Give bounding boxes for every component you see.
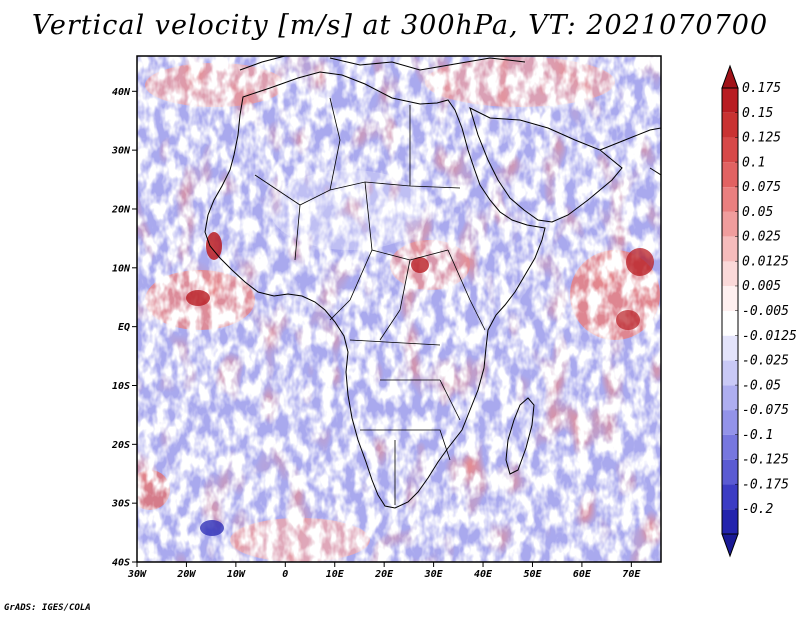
credit-text: GrADS: IGES/COLA xyxy=(4,603,91,613)
colorbar-label: -0.125 xyxy=(742,453,789,468)
europe-coastline xyxy=(239,56,526,71)
lon-tick-label: 40E xyxy=(474,569,493,580)
lat-tick-label: EQ xyxy=(118,322,130,333)
colorbar-swatch xyxy=(722,236,738,262)
border-line xyxy=(254,97,486,505)
lon-tick-label: 70E xyxy=(622,569,641,580)
coastlines xyxy=(204,56,661,509)
colorbar-swatch xyxy=(722,311,738,336)
colorbar-top-arrow xyxy=(721,64,739,89)
velocity-field xyxy=(137,56,661,562)
colorbar-swatch xyxy=(722,137,738,163)
colorbar-swatch xyxy=(722,385,738,411)
lon-tick-label: 30W xyxy=(127,569,147,580)
colorbar-swatch xyxy=(722,410,738,435)
colorbar-swatch xyxy=(722,261,738,287)
colorbar-bottom-arrow xyxy=(721,533,739,558)
lon-tick-label: 10W xyxy=(227,569,246,580)
latitude-axis: 40N 30N 20N 10N EQ 10S 20S 30S 40S xyxy=(111,87,137,569)
colorbar-swatch xyxy=(722,509,738,534)
colorbar-label: -0.025 xyxy=(742,354,789,369)
colorbar-label: 0.075 xyxy=(742,180,781,195)
lat-tick-label: 20N xyxy=(111,204,131,215)
field-texture-white xyxy=(137,56,661,562)
colorbar-swatch xyxy=(722,286,738,311)
colorbar-swatch xyxy=(722,434,738,460)
colorbar-label: -0.2 xyxy=(742,502,773,517)
colorbar-label: 0.025 xyxy=(742,230,781,245)
field-core xyxy=(186,290,210,306)
colorbar-swatch xyxy=(722,187,738,212)
india-coastline xyxy=(649,167,661,176)
iran-coastline xyxy=(599,127,661,151)
colorbar-label: 0.175 xyxy=(742,81,781,96)
lon-tick-label: 10E xyxy=(326,569,345,580)
lon-tick-label: 20W xyxy=(176,569,196,580)
lat-tick-label: 30S xyxy=(111,499,130,510)
colorbar-label: 0.05 xyxy=(742,205,773,220)
colorbar: 0.175 0.15 0.125 0.1 0.075 0.05 0.025 0.0125 0.0… xyxy=(721,64,797,558)
chart-title: Vertical velocity [m/s] at 300hPa, VT: 2… xyxy=(31,10,769,41)
colorbar-swatch xyxy=(722,335,738,361)
lat-tick-label: 40S xyxy=(112,558,130,569)
lat-tick-label: 20S xyxy=(111,440,130,451)
lon-tick-label: 50E xyxy=(523,569,542,580)
colorbar-label: -0.005 xyxy=(742,304,789,319)
lon-tick-label: 20E xyxy=(374,569,394,580)
colorbar-label: 0.15 xyxy=(742,106,773,121)
colorbar-label: 0.1 xyxy=(742,155,765,170)
lon-tick-label: 0 xyxy=(282,569,288,580)
colorbar-label: -0.0125 xyxy=(742,329,797,344)
colorbar-label: -0.175 xyxy=(742,477,789,492)
field-core xyxy=(616,310,640,330)
colorbar-label: 0.005 xyxy=(742,279,781,294)
colorbar-swatch xyxy=(722,112,738,138)
colorbar-label: 0.125 xyxy=(742,131,781,146)
colorbar-label: -0.1 xyxy=(742,428,773,443)
longitude-axis: 30W 20W 10W 0 10E 20E 30E 40E 50E 60E 70E xyxy=(127,562,641,580)
arabia-coastline xyxy=(469,107,623,223)
colorbar-swatch xyxy=(722,484,738,510)
lon-tick-label: 30E xyxy=(424,569,444,580)
madagascar-coastline xyxy=(505,397,535,475)
colorbar-swatch xyxy=(722,459,738,485)
colorbar-swatch xyxy=(722,162,738,188)
colorbar-label: -0.075 xyxy=(742,403,789,418)
country-borders xyxy=(254,97,486,505)
lon-tick-label: 60E xyxy=(573,569,592,580)
lat-tick-label: 30N xyxy=(111,146,131,157)
lat-tick-label: 10N xyxy=(112,263,131,274)
colorbar-swatch xyxy=(722,88,738,113)
field-core xyxy=(200,520,224,536)
africa-coastline xyxy=(204,71,546,509)
field-core xyxy=(206,232,222,260)
plot-frame xyxy=(136,55,662,563)
colorbar-label: 0.0125 xyxy=(742,254,789,269)
colorbar-label: -0.05 xyxy=(742,378,781,393)
field-core xyxy=(626,248,654,276)
lat-tick-label: 40N xyxy=(112,87,131,98)
colorbar-swatch xyxy=(722,360,738,386)
lat-tick-label: 10S xyxy=(112,381,130,392)
field-core xyxy=(411,257,429,273)
colorbar-swatch xyxy=(722,211,738,237)
